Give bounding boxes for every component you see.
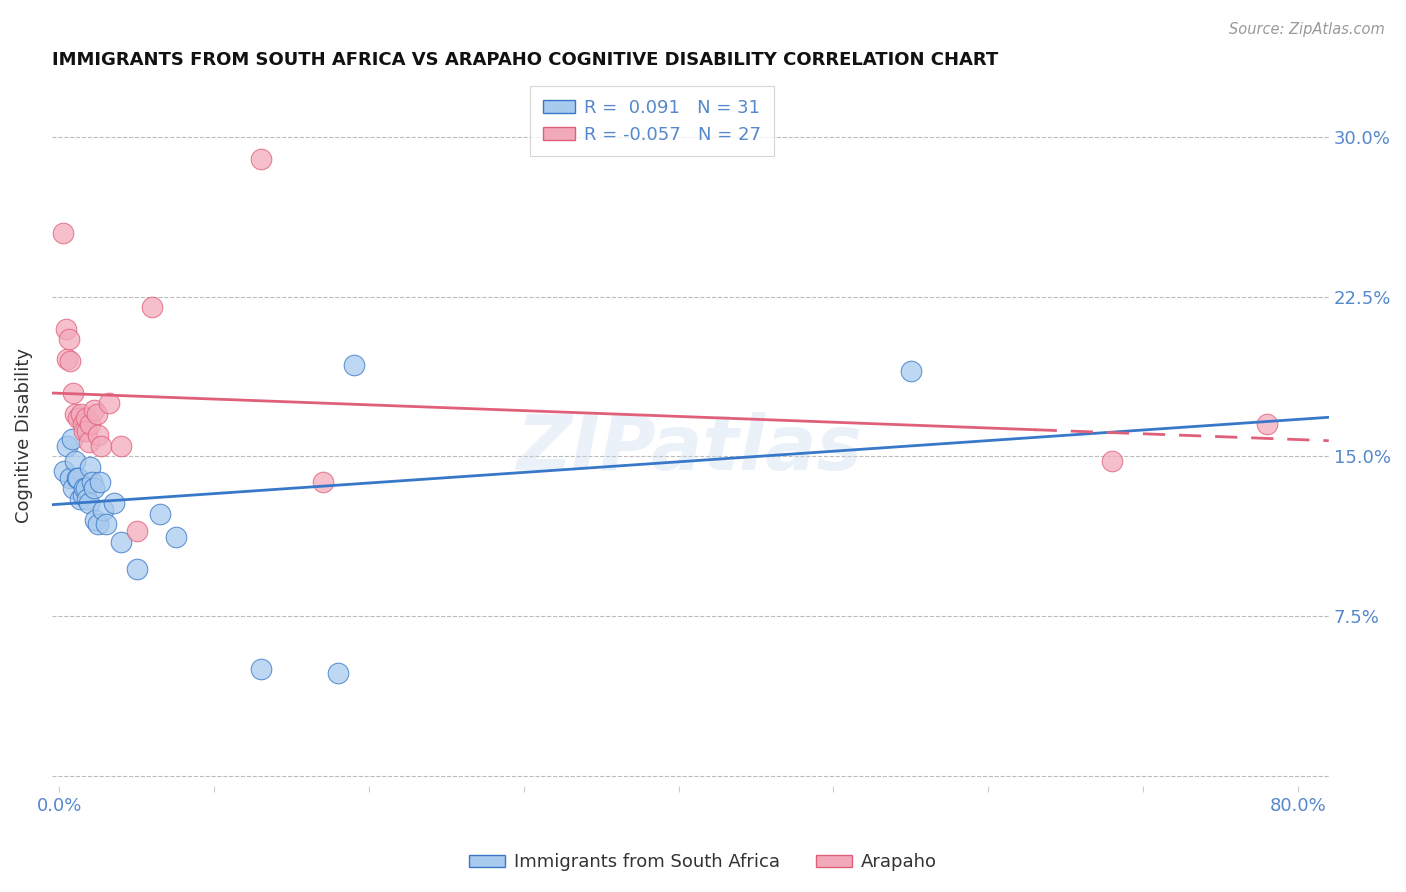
Point	[58, 332, 80, 346]
Point	[83, 481, 105, 495]
Point	[311, 475, 333, 489]
Text: Source: ZipAtlas.com: Source: ZipAtlas.com	[1229, 22, 1385, 37]
Point	[55, 322, 77, 336]
Point	[87, 517, 110, 532]
Point	[73, 424, 96, 438]
Point	[76, 424, 98, 438]
Point	[79, 417, 101, 432]
Point	[249, 152, 271, 166]
Point	[165, 530, 187, 544]
Point	[90, 439, 112, 453]
Point	[59, 471, 82, 485]
Point	[75, 411, 97, 425]
Point	[56, 439, 79, 453]
Point	[75, 481, 97, 495]
Point	[91, 502, 114, 516]
Point	[83, 402, 105, 417]
Text: IMMIGRANTS FROM SOUTH AFRICA VS ARAPAHO COGNITIVE DISABILITY CORRELATION CHART: IMMIGRANTS FROM SOUTH AFRICA VS ARAPAHO …	[52, 51, 998, 69]
Point	[67, 471, 90, 485]
Y-axis label: Cognitive Disability: Cognitive Disability	[15, 348, 32, 523]
Point	[63, 453, 86, 467]
Point	[1101, 453, 1123, 467]
Point	[1256, 417, 1278, 432]
Point	[94, 517, 117, 532]
Point	[56, 351, 79, 366]
Point	[60, 433, 83, 447]
Point	[110, 439, 132, 453]
Legend: R =  0.091   N = 31, R = -0.057   N = 27: R = 0.091 N = 31, R = -0.057 N = 27	[530, 87, 773, 156]
Point	[72, 488, 94, 502]
Point	[59, 353, 82, 368]
Point	[65, 471, 87, 485]
Point	[110, 534, 132, 549]
Point	[98, 396, 121, 410]
Legend: Immigrants from South Africa, Arapaho: Immigrants from South Africa, Arapaho	[461, 847, 945, 879]
Point	[342, 358, 364, 372]
Point	[72, 417, 94, 432]
Point	[326, 666, 349, 681]
Point	[62, 481, 84, 495]
Point	[80, 475, 103, 489]
Point	[67, 411, 90, 425]
Point	[84, 513, 107, 527]
Point	[103, 496, 125, 510]
Point	[125, 524, 148, 538]
Point	[70, 407, 93, 421]
Point	[149, 507, 172, 521]
Text: ZIPatlas: ZIPatlas	[517, 412, 863, 486]
Point	[53, 464, 76, 478]
Point	[249, 662, 271, 676]
Point	[79, 460, 101, 475]
Point	[62, 385, 84, 400]
Point	[87, 428, 110, 442]
Point	[125, 562, 148, 576]
Point	[900, 364, 922, 378]
Point	[73, 481, 96, 495]
Point	[77, 434, 100, 449]
Point	[86, 407, 108, 421]
Point	[76, 491, 98, 506]
Point	[89, 475, 111, 489]
Point	[52, 226, 75, 240]
Point	[77, 496, 100, 510]
Point	[69, 491, 91, 506]
Point	[63, 407, 86, 421]
Point	[141, 301, 163, 315]
